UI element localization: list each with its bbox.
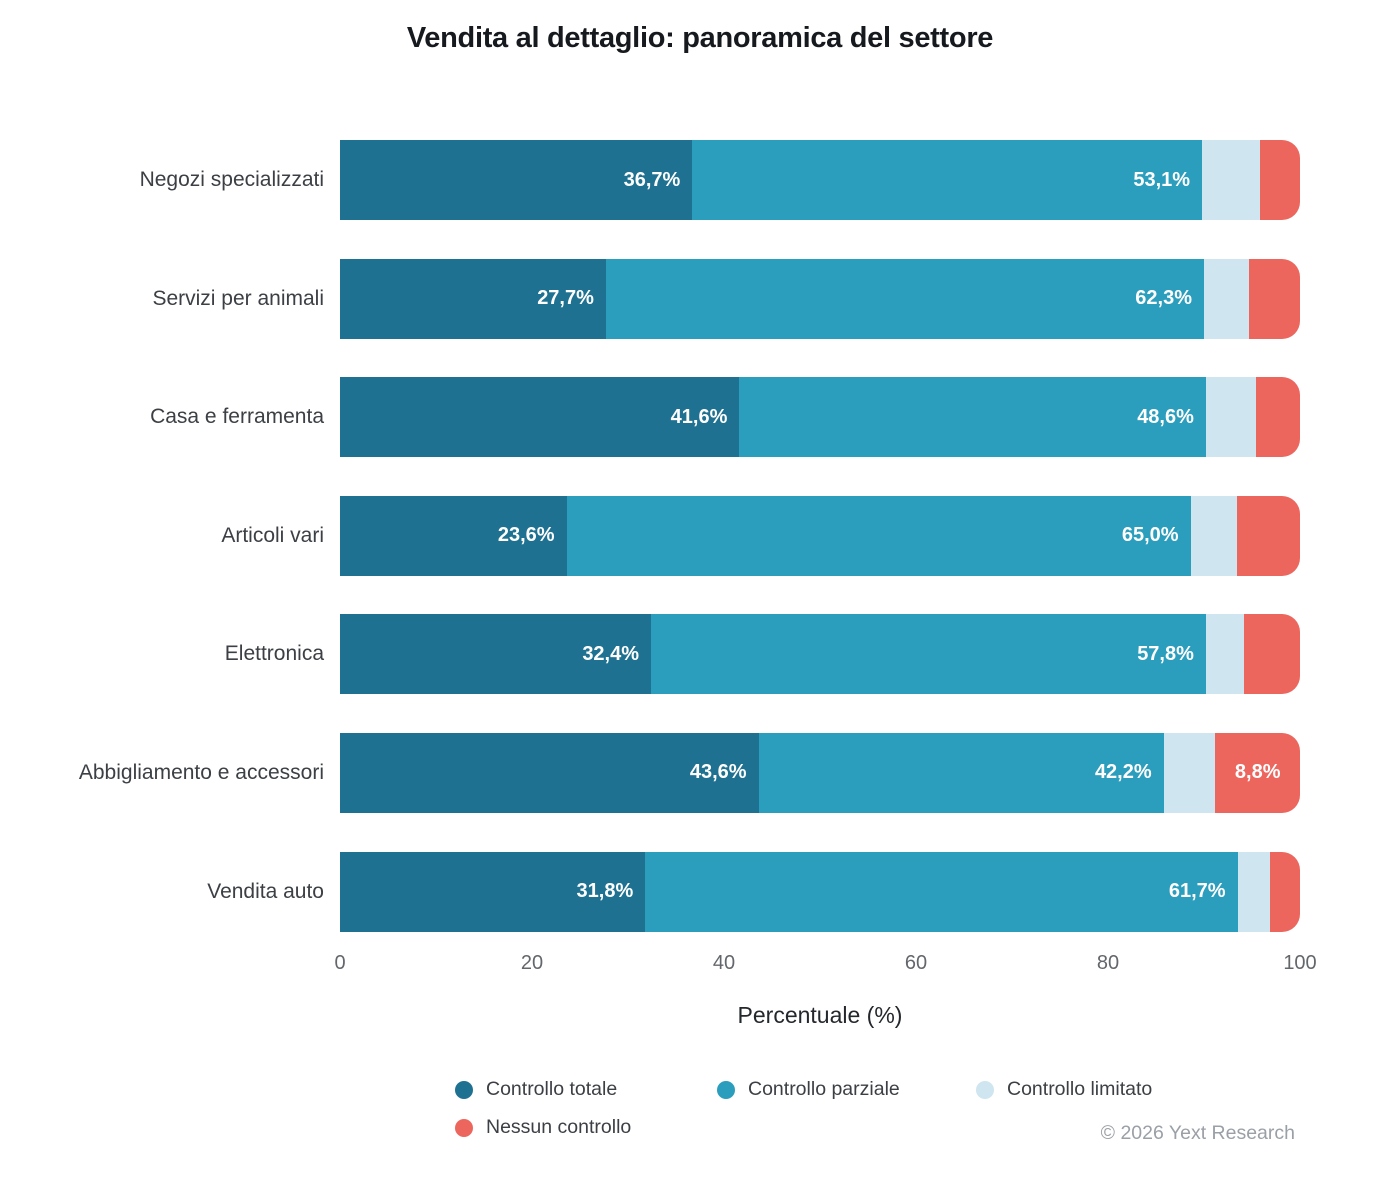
x-tick-label: 60 xyxy=(904,952,928,974)
bar-segment[interactable]: 53,1% xyxy=(692,140,1203,220)
segment-value-label: 8,8% xyxy=(1234,761,1281,784)
segment-value-label: 27,7% xyxy=(537,287,594,310)
bar-segment[interactable] xyxy=(1203,258,1250,339)
legend-item-controllo-parziale[interactable]: Controllo parziale xyxy=(717,1078,900,1101)
bar-track: 23,6% 65,0% xyxy=(340,495,1300,576)
bar-row: Articoli vari 23,6% 65,0% xyxy=(0,495,1300,576)
legend-label: Nessun controllo xyxy=(486,1116,632,1138)
category-label: Casa e ferramenta xyxy=(150,405,324,429)
x-tick-label: 40 xyxy=(712,952,736,974)
legend-swatch-icon xyxy=(976,1080,994,1099)
x-tick-label: 80 xyxy=(1096,952,1120,974)
bar-segment[interactable] xyxy=(1205,377,1256,458)
segment-value-label: 31,8% xyxy=(576,880,634,903)
category-label: Elettronica xyxy=(224,642,324,666)
chart-title: Vendita al dettaglio: panoramica del set… xyxy=(406,22,994,54)
bar-segment[interactable]: 36,7% xyxy=(340,140,693,220)
bar-segment[interactable] xyxy=(1237,851,1271,932)
category-label: Negozi specializzati xyxy=(139,168,324,191)
bar-segment[interactable]: 27,7% xyxy=(340,258,606,339)
bar-track: 27,7% 62,3% xyxy=(340,258,1300,339)
legend-swatch-icon xyxy=(717,1080,735,1099)
bar-segment[interactable]: 65,0% xyxy=(566,495,1191,576)
category-label: Vendita auto xyxy=(207,879,324,903)
bar-track: 43,6% 42,2% 8,8% xyxy=(340,732,1300,813)
bar-track: 32,4% 57,8% xyxy=(340,614,1300,695)
bar-row: Vendita auto 31,8% 61,7% xyxy=(0,851,1300,932)
bar-segment[interactable] xyxy=(1255,377,1300,458)
bar-segment[interactable]: 32,4% xyxy=(340,614,652,695)
bar-segment[interactable] xyxy=(1163,732,1216,813)
bar-row: Abbigliamento e accessori 43,6% 42,2% 8,8% xyxy=(0,732,1300,813)
legend-swatch-icon xyxy=(455,1080,473,1099)
bar-rows: Negozi specializzati 36,7% 53,1% Servizi pe… xyxy=(0,140,1300,932)
bar-segment[interactable]: 41,6% xyxy=(340,377,740,458)
bar-segment[interactable] xyxy=(1202,140,1260,220)
segment-value-label: 32,4% xyxy=(582,642,640,665)
bar-track: 41,6% 48,6% xyxy=(340,377,1300,458)
bar-segment[interactable] xyxy=(1205,614,1245,695)
attribution-text: © 2026 Yext Research xyxy=(1100,1122,1295,1144)
x-axis: 0 20 40 60 80 100 xyxy=(0,952,1400,980)
legend-item-controllo-limitato[interactable]: Controllo limitato xyxy=(976,1078,1152,1101)
bar-segment[interactable]: 57,8% xyxy=(651,614,1206,695)
bar-segment[interactable]: 48,6% xyxy=(739,377,1206,458)
bar-track: 31,8% 61,7% xyxy=(340,851,1300,932)
bar-track: 36,7% 53,1% xyxy=(340,140,1300,220)
segment-value-label: 48,6% xyxy=(1137,405,1194,428)
bar-row: Servizi per animali 27,7% 62,3% xyxy=(0,258,1300,339)
segment-value-label: 53,1% xyxy=(1133,168,1191,191)
legend-item-controllo-totale[interactable]: Controllo totale xyxy=(455,1078,617,1101)
legend-label: Controllo parziale xyxy=(748,1078,900,1100)
segment-value-label: 41,6% xyxy=(670,405,728,428)
bar-segment[interactable]: 43,6% xyxy=(340,732,759,813)
segment-value-label: 62,3% xyxy=(1135,287,1192,310)
segment-value-label: 65,0% xyxy=(1121,524,1179,547)
bar-segment[interactable] xyxy=(1259,140,1300,220)
segment-value-label: 36,7% xyxy=(623,168,681,191)
legend-label: Controllo limitato xyxy=(1007,1078,1153,1100)
bar-row: Negozi specializzati 36,7% 53,1% xyxy=(0,140,1300,220)
bar-row: Elettronica 32,4% 57,8% xyxy=(0,614,1300,695)
bar-segment[interactable] xyxy=(1190,495,1237,576)
bar-row: Casa e ferramenta 41,6% 48,6% xyxy=(0,377,1300,458)
bar-segment[interactable]: 42,2% xyxy=(758,732,1164,813)
bar-segment[interactable]: 31,8% xyxy=(340,851,646,932)
category-label: Articoli vari xyxy=(221,523,324,547)
x-tick-label: 100 xyxy=(1283,952,1317,974)
segment-value-label: 57,8% xyxy=(1137,642,1194,665)
bar-segment[interactable]: 61,7% xyxy=(645,851,1238,932)
bar-segment[interactable] xyxy=(1236,495,1300,576)
category-label: Servizi per animali xyxy=(152,286,324,310)
bar-segment[interactable]: 62,3% xyxy=(605,258,1204,339)
bar-segment[interactable] xyxy=(1270,851,1300,932)
category-label: Abbigliamento e accessori xyxy=(78,760,324,784)
segment-value-label: 61,7% xyxy=(1168,880,1226,903)
bar-segment[interactable]: 8,8% xyxy=(1215,732,1300,813)
segment-value-label: 42,2% xyxy=(1094,761,1152,784)
bar-segment[interactable] xyxy=(1249,258,1300,339)
segment-value-label: 23,6% xyxy=(497,524,555,547)
bar-segment[interactable]: 23,6% xyxy=(340,495,567,576)
legend-swatch-icon xyxy=(455,1118,473,1137)
bar-segment[interactable] xyxy=(1244,614,1300,695)
legend-item-nessun-controllo[interactable]: Nessun controllo xyxy=(455,1116,631,1139)
x-tick-label: 20 xyxy=(520,952,544,974)
segment-value-label: 43,6% xyxy=(689,761,747,784)
x-axis-label: Percentuale (%) xyxy=(737,1002,903,1028)
x-tick-label: 0 xyxy=(334,952,346,974)
legend-label: Controllo totale xyxy=(486,1078,618,1100)
